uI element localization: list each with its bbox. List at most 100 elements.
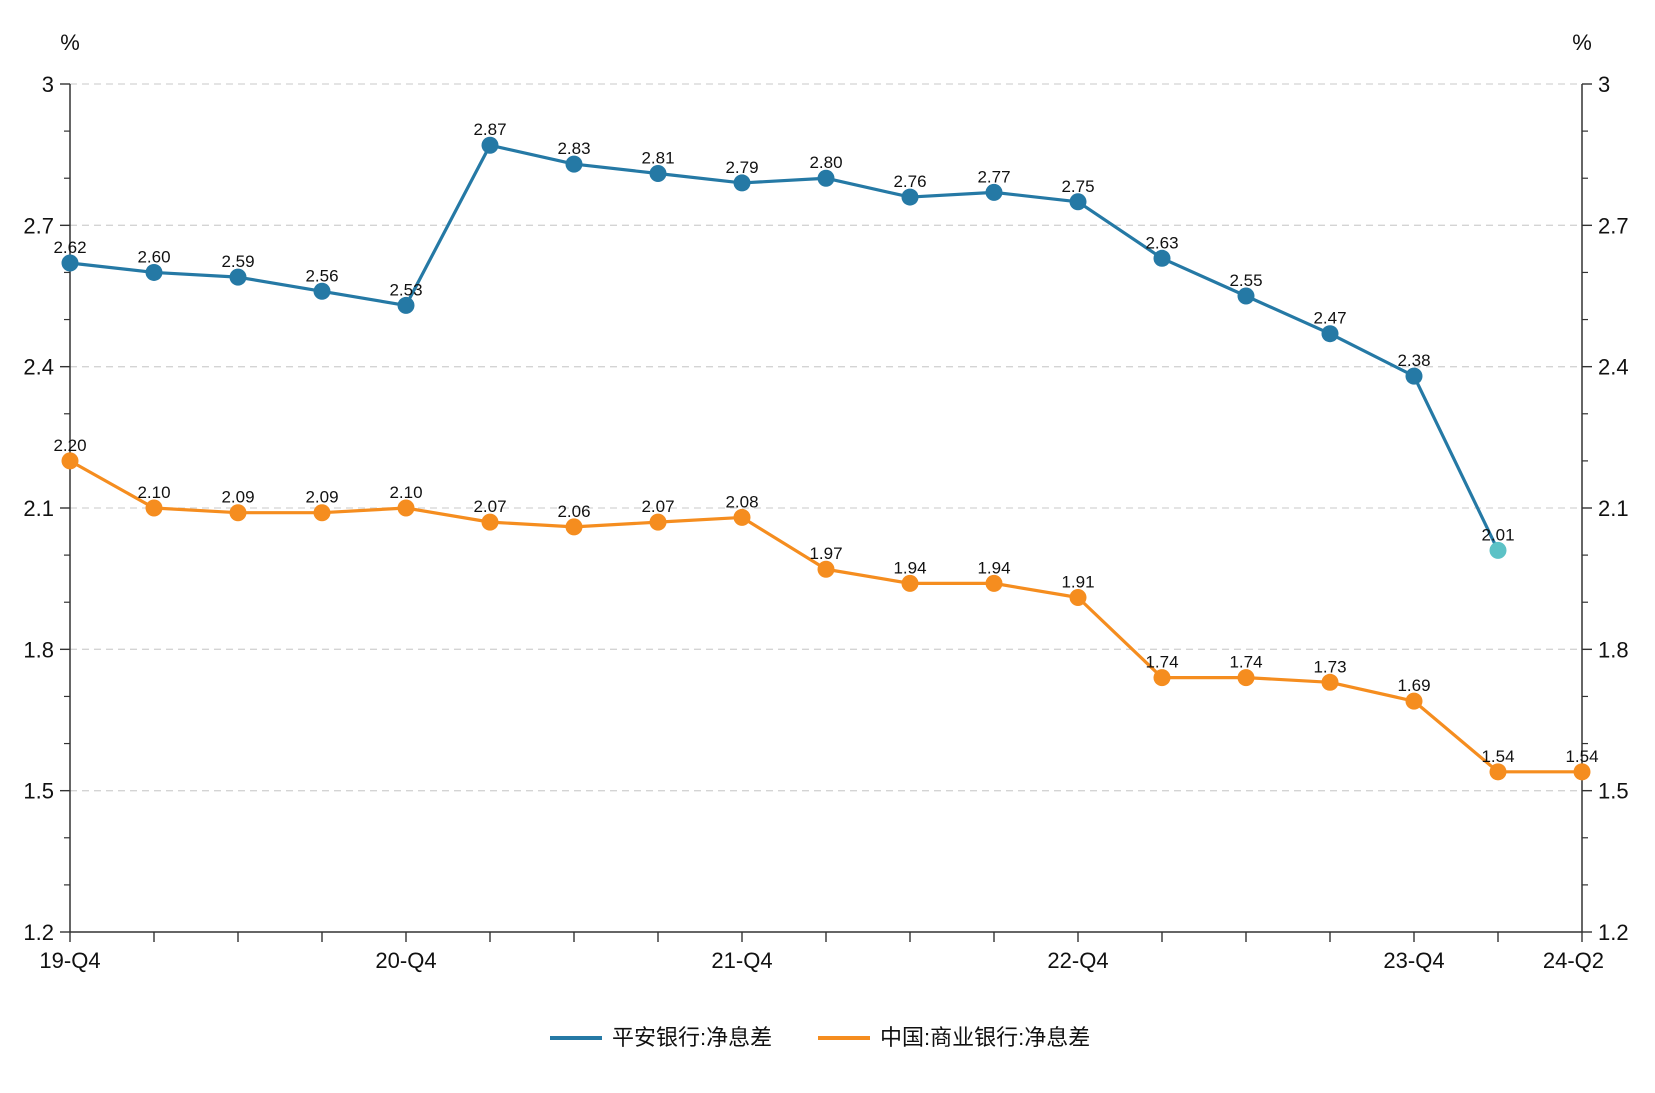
data-label: 2.07	[473, 497, 506, 516]
data-point	[1237, 669, 1255, 687]
data-label: 2.75	[1061, 177, 1094, 196]
data-label: 2.60	[137, 247, 170, 266]
data-label: 2.06	[557, 502, 590, 521]
data-point	[145, 263, 163, 281]
series-layer: 2.62 2.60 2.59 2.56 2.53 2.87 2.83 2.81 2.79 2.80…	[53, 120, 1599, 781]
data-point	[901, 188, 919, 206]
data-point	[649, 513, 667, 531]
y-tick-label-right: 2.7	[1598, 213, 1629, 238]
data-label: 2.56	[305, 266, 338, 285]
data-point	[901, 574, 919, 592]
data-label: 2.10	[389, 483, 422, 502]
data-label: 1.91	[1061, 573, 1094, 592]
data-label: 2.81	[641, 149, 674, 168]
grid-lines	[70, 83, 1582, 792]
x-tick-label: 21-Q4	[711, 948, 772, 973]
data-point	[313, 504, 331, 522]
y-tick-label-left: 1.8	[23, 637, 54, 662]
data-label: 1.73	[1313, 657, 1346, 676]
y-tick-label-right: 2.4	[1598, 355, 1629, 380]
data-label: 2.20	[53, 436, 86, 455]
data-label: 2.80	[809, 153, 842, 172]
y-tick-label-left: 3	[42, 72, 54, 97]
data-point	[817, 169, 835, 187]
data-label: 2.47	[1313, 309, 1346, 328]
data-point	[1069, 193, 1087, 211]
data-label: 2.79	[725, 158, 758, 177]
data-point	[1153, 249, 1171, 267]
y-tick-label-right: 3	[1598, 72, 1610, 97]
data-label: 1.74	[1145, 653, 1178, 672]
data-point	[1489, 541, 1507, 559]
data-label: 1.69	[1397, 676, 1430, 695]
x-tick-label: 24-Q2	[1543, 948, 1604, 973]
data-point	[985, 183, 1003, 201]
y-tick-label-right: 1.8	[1598, 637, 1629, 662]
legend-item-1[interactable]: 中国:商业银行:净息差	[818, 1025, 1090, 1050]
data-label: 1.94	[977, 558, 1010, 577]
data-label: 1.54	[1565, 747, 1598, 766]
data-label: 2.63	[1145, 233, 1178, 252]
data-label: 1.54	[1481, 747, 1514, 766]
data-point	[1405, 367, 1423, 385]
data-label: 2.59	[221, 252, 254, 271]
x-tick-label: 22-Q4	[1047, 948, 1108, 973]
y-tick-label-left: 1.2	[23, 920, 54, 945]
right-axis-unit: %	[1572, 30, 1592, 55]
data-point	[733, 508, 751, 526]
x-tick-label: 23-Q4	[1383, 948, 1444, 973]
data-label: 2.83	[557, 139, 590, 158]
data-label: 2.07	[641, 497, 674, 516]
legend-item-0[interactable]: 平安银行:净息差	[550, 1025, 772, 1050]
data-label: 2.77	[977, 167, 1010, 186]
legend-label: 平安银行:净息差	[612, 1025, 772, 1050]
y-tick-label-left: 1.5	[23, 779, 54, 804]
data-point	[1573, 763, 1591, 781]
y-tick-label-left: 2.4	[23, 355, 54, 380]
series-1: 2.20 2.10 2.09 2.09 2.10 2.07 2.06 2.07 2.08 1.97…	[53, 436, 1599, 781]
data-label: 2.62	[53, 238, 86, 257]
series-line	[69, 143, 1500, 552]
data-label: 2.08	[725, 492, 758, 511]
data-point	[1321, 673, 1339, 691]
legend-label: 中国:商业银行:净息差	[880, 1025, 1090, 1050]
data-label: 2.09	[305, 488, 338, 507]
y-tick-label-left: 2.1	[23, 496, 54, 521]
data-label: 2.10	[137, 483, 170, 502]
data-point	[1489, 763, 1507, 781]
series-0: 2.62 2.60 2.59 2.56 2.53 2.87 2.83 2.81 2.79 2.80…	[53, 120, 1515, 559]
axes: 1.2 1.2 1.5 1.5 1.8 1.8 2.1 2.1 2.4 2.4 2.7 2.7 3 3 19…	[23, 72, 1628, 973]
legend[interactable]: 平安银行:净息差 中国:商业银行:净息差	[550, 1025, 1090, 1050]
data-point	[1405, 692, 1423, 710]
data-label: 2.76	[893, 172, 926, 191]
data-point	[397, 499, 415, 517]
data-point	[1321, 325, 1339, 343]
data-point	[61, 452, 79, 470]
data-point	[985, 574, 1003, 592]
data-point	[733, 174, 751, 192]
data-point	[61, 254, 79, 272]
y-tick-label-right: 1.5	[1598, 779, 1629, 804]
data-point	[397, 296, 415, 314]
data-point	[229, 268, 247, 286]
data-label: 1.94	[893, 558, 926, 577]
data-point	[229, 504, 247, 522]
data-label: 2.09	[221, 488, 254, 507]
data-point	[481, 136, 499, 154]
data-point	[1153, 669, 1171, 687]
y-tick-label-right: 2.1	[1598, 496, 1629, 521]
x-tick-label: 19-Q4	[39, 948, 100, 973]
data-label: 1.74	[1229, 653, 1262, 672]
data-label: 2.01	[1481, 525, 1514, 544]
data-point	[481, 513, 499, 531]
data-point	[1237, 287, 1255, 305]
y-tick-label-left: 2.7	[23, 213, 54, 238]
data-point	[313, 282, 331, 300]
data-point	[565, 518, 583, 536]
data-label: 2.53	[389, 280, 422, 299]
left-axis-unit: %	[60, 30, 80, 55]
data-label: 1.97	[809, 544, 842, 563]
y-tick-label-right: 1.2	[1598, 920, 1629, 945]
data-label: 2.87	[473, 120, 506, 139]
